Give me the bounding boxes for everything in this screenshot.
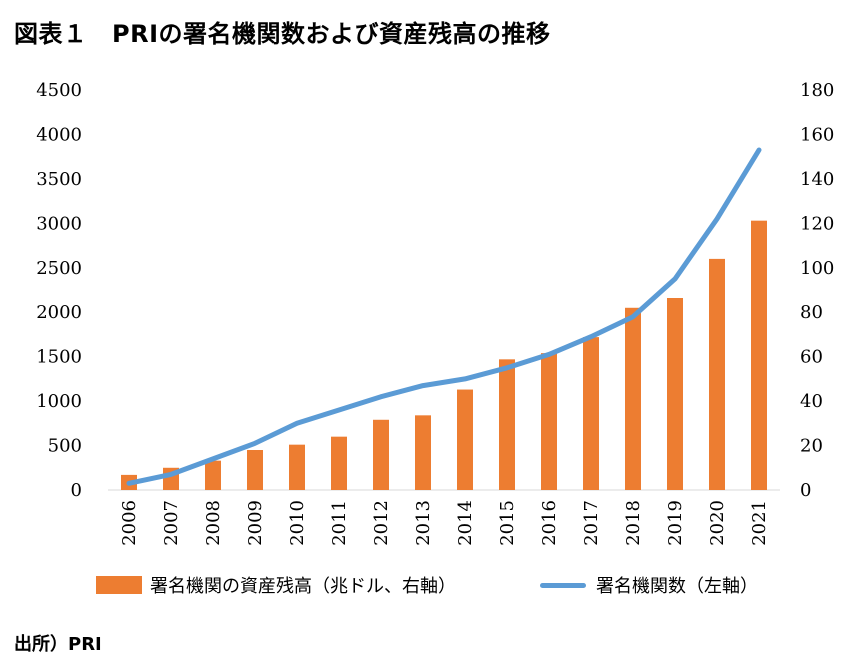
right-tick-label: 140 — [800, 169, 834, 190]
legend-label-assets: 署名機関の資産残高（兆ドル、右軸） — [150, 576, 456, 597]
x-tick-label: 2007 — [161, 500, 182, 546]
left-tick-label: 2000 — [36, 302, 82, 323]
combo-chart: 0 500 1000 1500 2000 2500 3000 3500 4000 4500 0 20… — [36, 80, 834, 546]
asset-bar — [373, 419, 389, 490]
right-tick-label: 160 — [800, 124, 834, 145]
right-axis-ticks: 0 20 40 60 80 100 120 140 160 180 — [800, 80, 834, 501]
x-tick-label: 2020 — [707, 500, 728, 546]
x-tick-label: 2011 — [329, 500, 350, 546]
x-tick-label: 2009 — [245, 500, 266, 546]
left-tick-label: 2500 — [36, 258, 82, 279]
right-tick-label: 80 — [800, 302, 823, 323]
left-tick-label: 4500 — [36, 80, 82, 101]
source-note: 出所）PRI — [14, 634, 102, 655]
asset-bars — [121, 220, 767, 490]
right-tick-label: 180 — [800, 80, 834, 101]
x-tick-label: 2018 — [623, 500, 644, 546]
legend-item-count: 署名機関数（左軸） — [540, 572, 758, 598]
right-tick-label: 20 — [800, 436, 823, 457]
left-tick-label: 1000 — [36, 391, 82, 412]
legend-label-count: 署名機関数（左軸） — [596, 576, 758, 597]
asset-bar — [583, 337, 599, 490]
asset-bar — [289, 444, 305, 490]
asset-bar — [457, 389, 473, 490]
legend-swatch-bar — [96, 576, 142, 594]
left-tick-label: 3500 — [36, 169, 82, 190]
chart-title: 図表１ PRIの署名機関数および資産残高の推移 — [14, 20, 551, 48]
x-axis-labels: 2006 2007 2008 2009 2010 2011 2012 2013 2014 2015… — [119, 500, 770, 546]
x-tick-label: 2010 — [287, 500, 308, 546]
x-tick-label: 2008 — [203, 500, 224, 546]
x-tick-label: 2012 — [371, 500, 392, 546]
x-tick-label: 2014 — [455, 500, 476, 546]
asset-bar — [331, 436, 347, 490]
left-axis-ticks: 0 500 1000 1500 2000 2500 3000 3500 4000 4500 — [36, 80, 82, 501]
x-tick-label: 2019 — [665, 500, 686, 546]
legend: 署名機関の資産残高（兆ドル、右軸） 署名機関数（左軸） — [0, 572, 864, 606]
right-tick-label: 40 — [800, 391, 823, 412]
legend-swatch-line — [540, 582, 586, 588]
asset-bar — [499, 359, 515, 490]
asset-bar — [667, 298, 683, 490]
left-tick-label: 3000 — [36, 213, 82, 234]
asset-bar — [541, 353, 557, 490]
right-tick-label: 120 — [800, 213, 834, 234]
right-tick-label: 100 — [800, 258, 834, 279]
right-tick-label: 0 — [800, 480, 811, 501]
left-tick-label: 500 — [48, 436, 82, 457]
x-tick-label: 2017 — [581, 500, 602, 546]
signatory-count-line — [126, 147, 762, 486]
asset-bar — [205, 460, 221, 490]
asset-bar — [247, 450, 263, 490]
x-tick-label: 2013 — [413, 500, 434, 546]
asset-bar — [625, 307, 641, 490]
left-tick-label: 4000 — [36, 124, 82, 145]
legend-item-assets: 署名機関の資産残高（兆ドル、右軸） — [96, 572, 456, 598]
x-tick-label: 2006 — [119, 500, 140, 546]
x-tick-label: 2021 — [749, 500, 770, 546]
x-tick-label: 2016 — [539, 500, 560, 546]
left-tick-label: 0 — [71, 480, 82, 501]
left-tick-label: 1500 — [36, 347, 82, 368]
asset-bar — [751, 220, 767, 490]
asset-bar — [709, 258, 725, 490]
x-tick-label: 2015 — [497, 500, 518, 546]
right-tick-label: 60 — [800, 347, 823, 368]
asset-bar — [415, 415, 431, 490]
